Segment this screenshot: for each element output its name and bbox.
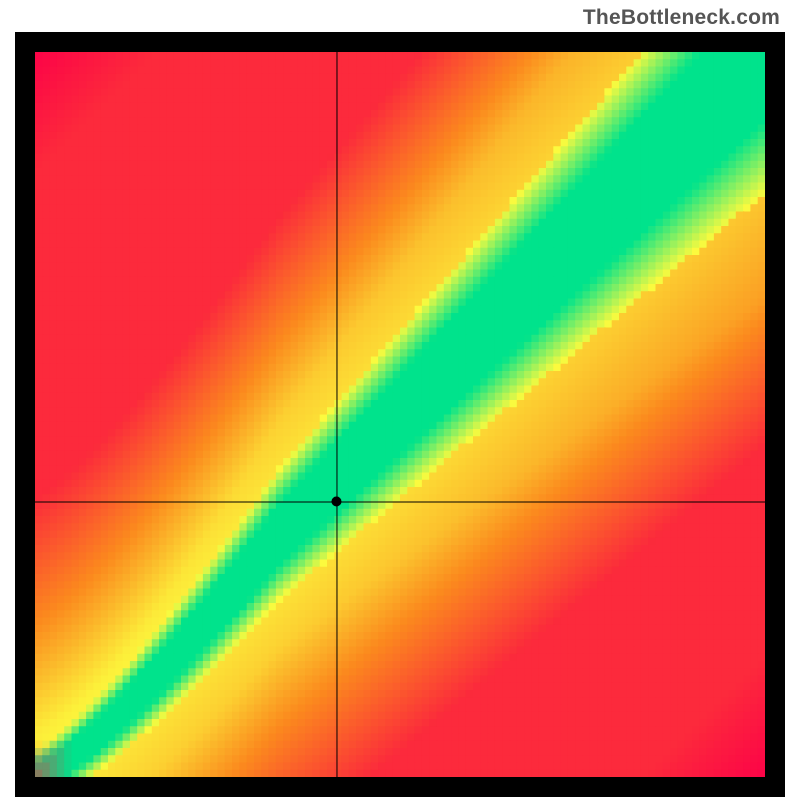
attribution-label: TheBottleneck.com	[583, 6, 780, 30]
heatmap-canvas	[35, 52, 765, 777]
plot-frame	[15, 32, 785, 797]
chart-container: TheBottleneck.com	[0, 0, 800, 800]
